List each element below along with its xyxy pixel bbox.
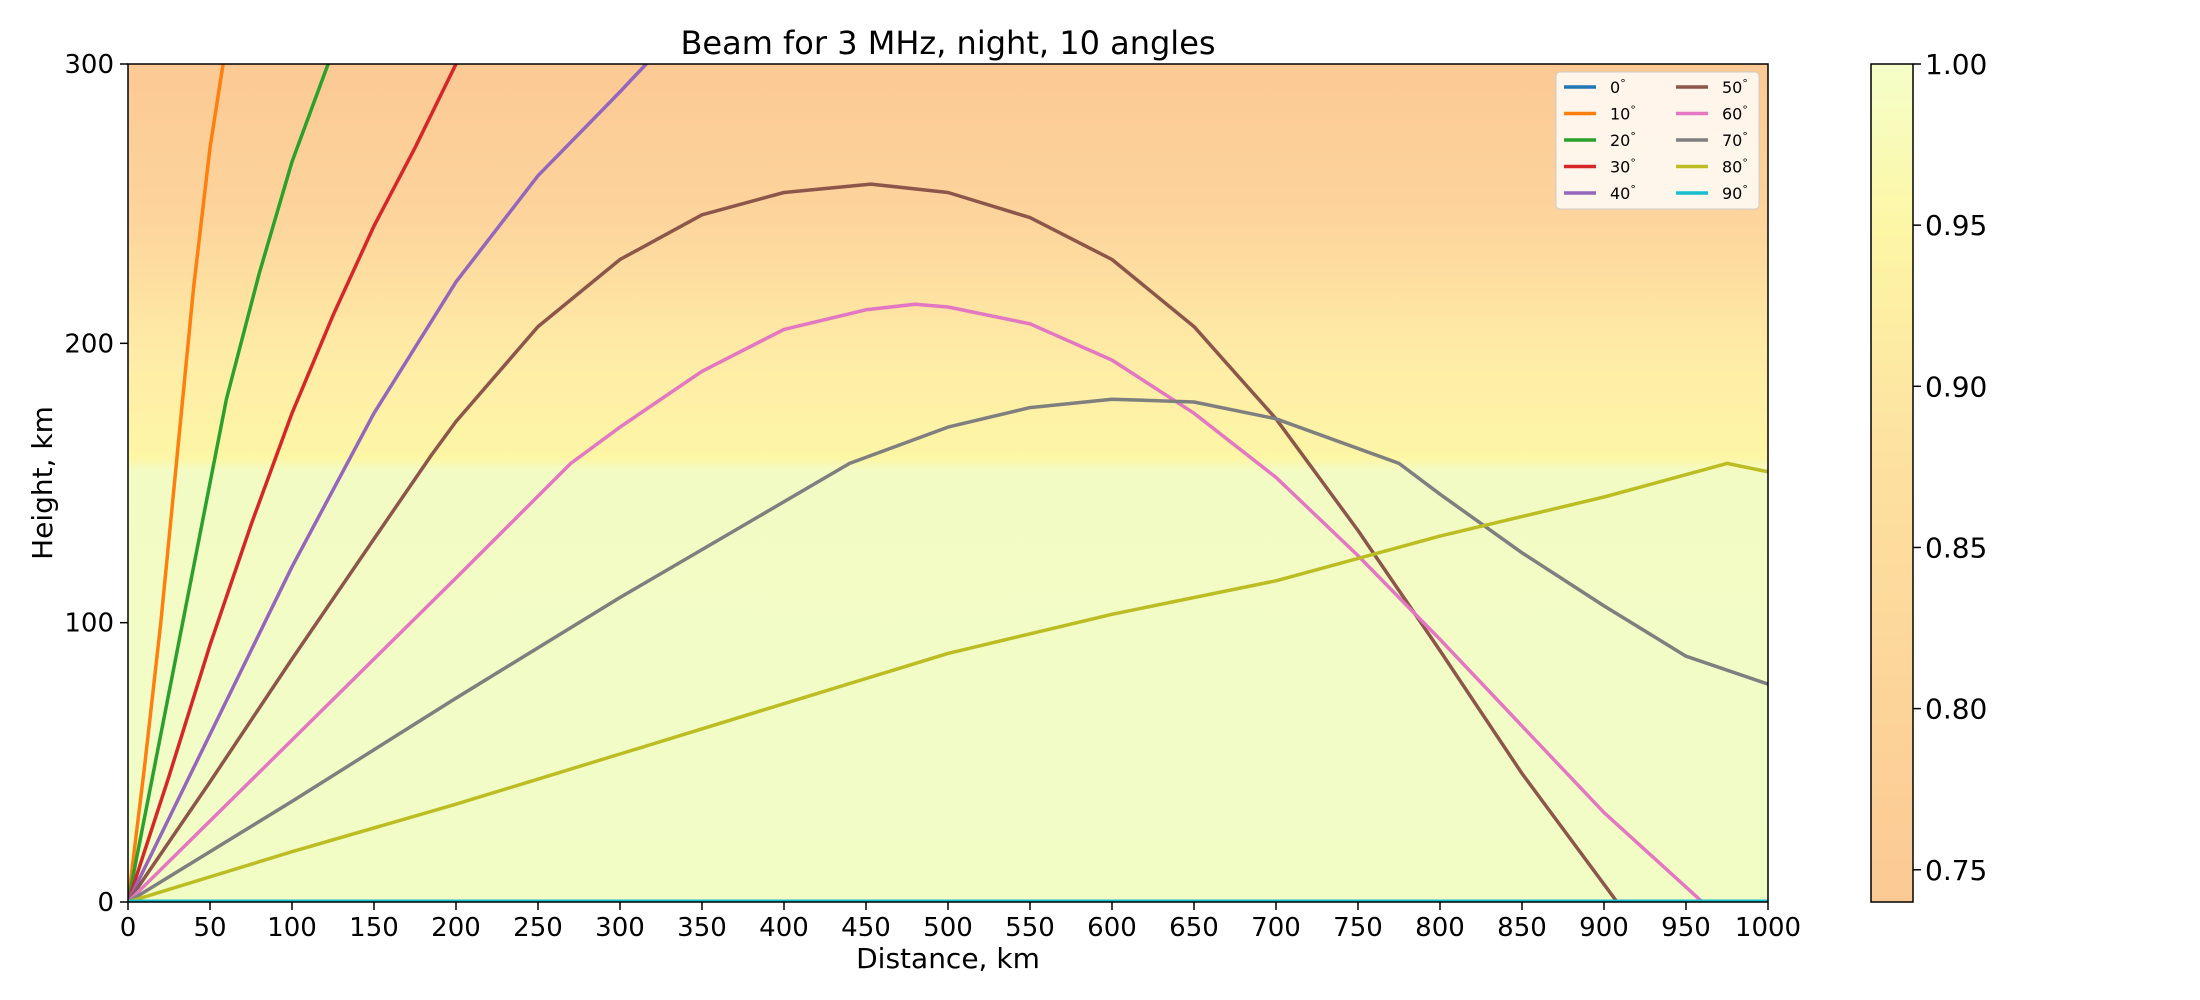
x-tick-label: 600 (1087, 913, 1137, 943)
x-tick-label: 100 (267, 913, 317, 943)
x-tick-label: 250 (513, 913, 563, 943)
colorbar-tick-label: 0.85 (1925, 531, 1987, 564)
series-lines (128, 64, 1768, 902)
legend-box (1555, 71, 1760, 210)
legend-label-90: 90° (1722, 183, 1748, 203)
legend-label-50: 50° (1722, 77, 1748, 97)
x-tick-label: 450 (841, 913, 891, 943)
series-line-30 (128, 64, 458, 902)
x-tick-label: 850 (1497, 913, 1547, 943)
x-tick-label: 550 (1005, 913, 1055, 943)
legend-label-80: 80° (1722, 157, 1748, 177)
x-tick-label: 150 (349, 913, 399, 943)
series-line-10 (128, 64, 225, 902)
colorbar-tick-label: 0.90 (1925, 370, 1987, 403)
series-line-70 (128, 397, 1768, 902)
series-line-60 (128, 302, 1705, 902)
colorbar: 1.00 0.95 0.90 0.85 0.80 0.75 (1870, 48, 1987, 903)
y-axis-label: Height, km (26, 406, 59, 560)
colorbar-tick-label: 1.00 (1925, 48, 1987, 81)
series-line-20 (128, 64, 330, 902)
series-line-40 (128, 64, 648, 902)
legend-label-20: 20° (1610, 130, 1636, 150)
x-axis-label: Distance, km (856, 942, 1040, 975)
x-tick-label: 1000 (1735, 913, 1801, 943)
colorbar-tick-label: 0.80 (1925, 693, 1987, 726)
colorbar-tick-label: 0.75 (1925, 854, 1987, 887)
colorbar-ticks: 1.00 0.95 0.90 0.85 0.80 0.75 (1913, 48, 1987, 887)
x-tick-label: 700 (1251, 913, 1301, 943)
y-tick-label: 0 (97, 888, 114, 918)
legend: 0°10°20°30°40°50°60°70°80°90° (1555, 71, 1760, 210)
series-line-80 (128, 461, 1768, 902)
x-tick-label: 900 (1579, 913, 1629, 943)
legend-label-30: 30° (1610, 157, 1636, 177)
x-tick-label: 200 (431, 913, 481, 943)
chart-title: Beam for 3 MHz, night, 10 angles (680, 24, 1215, 62)
y-tick-label: 100 (64, 609, 114, 639)
colorbar-bar (1870, 63, 1914, 903)
x-tick-label: 950 (1661, 913, 1711, 943)
x-tick-label: 0 (120, 913, 137, 943)
y-axis: 0 100 200 300 (64, 50, 128, 918)
legend-label-60: 60° (1722, 104, 1748, 124)
x-tick-label: 800 (1415, 913, 1465, 943)
y-tick-label: 200 (64, 329, 114, 359)
x-tick-label: 750 (1333, 913, 1383, 943)
x-tick-label: 50 (193, 913, 226, 943)
legend-label-70: 70° (1722, 130, 1748, 150)
x-tick-label: 300 (595, 913, 645, 943)
colorbar-tick-label: 0.95 (1925, 209, 1987, 242)
x-tick-label: 650 (1169, 913, 1219, 943)
x-tick-label: 400 (759, 913, 809, 943)
legend-label-10: 10° (1610, 104, 1636, 124)
y-tick-label: 300 (64, 50, 114, 80)
x-axis: 0 50 100 150 200 250 300 350 400 450 500 550 600 650 7… (120, 902, 1801, 943)
x-tick-label: 500 (923, 913, 973, 943)
legend-label-40: 40° (1610, 183, 1636, 203)
plot-background (128, 64, 1768, 902)
series-line-50 (128, 182, 1619, 902)
x-tick-label: 350 (677, 913, 727, 943)
